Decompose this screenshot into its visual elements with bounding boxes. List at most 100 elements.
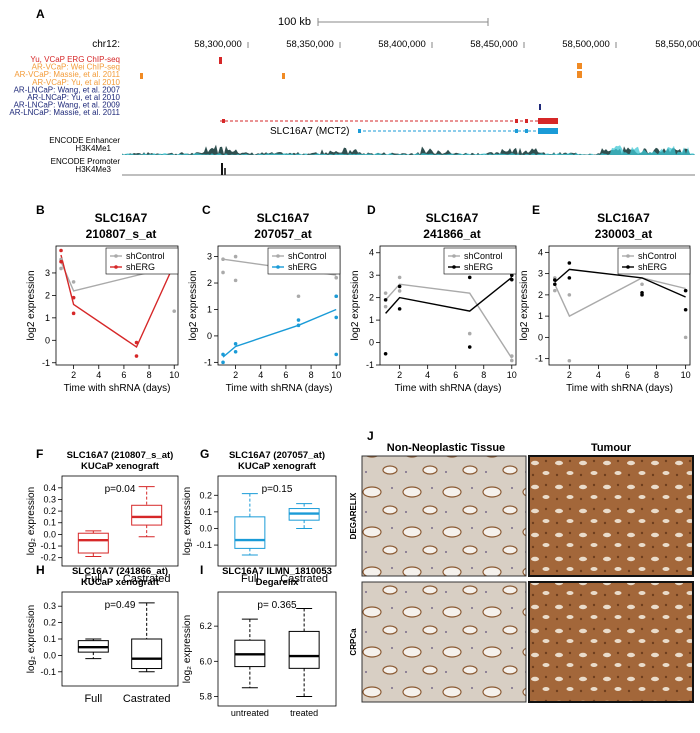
series-line-shcontrol: [554, 277, 686, 318]
y-tick-label: -0.1: [196, 540, 212, 550]
legend-label-shcontrol: shControl: [288, 251, 327, 261]
x-tick-label: 6: [121, 370, 126, 380]
chrom-label: chr12:: [92, 39, 120, 50]
p-value: p=0.49: [105, 600, 136, 611]
legend-marker-sherg: [626, 265, 630, 269]
data-point-sherg: [134, 340, 139, 345]
micrograph-degarelix-tumour: [528, 455, 694, 577]
panel-letter: D: [367, 203, 376, 217]
peak-ar-vcap-1: [140, 73, 143, 79]
y-tick-label: -0.1: [40, 541, 56, 551]
plot-frame: [379, 245, 517, 366]
coord-label: 58,350,000: [286, 39, 334, 50]
legend-marker-shcontrol: [276, 254, 280, 258]
x-tick-label: 8: [309, 370, 314, 380]
y-tick-label: 0: [207, 331, 212, 341]
y-tick-label: 2: [538, 290, 543, 300]
y-tick-label: -1: [204, 357, 212, 367]
panel-letter: E: [532, 203, 540, 217]
y-tick-label: 0: [369, 338, 374, 348]
data-point-sherg: [683, 288, 688, 293]
y-tick-label: -1: [42, 358, 50, 368]
data-point-sherg: [553, 282, 557, 287]
y-axis-label: log₂ expression: [182, 487, 193, 555]
peak-ar-vcap-3: [577, 63, 582, 69]
x-axis-label: Time with shRNA (days): [395, 383, 502, 394]
data-point-sherg: [233, 342, 238, 346]
x-axis-label: Time with shRNA (days): [226, 383, 333, 394]
data-point-sherg: [296, 318, 301, 322]
panel-letter-a: A: [36, 7, 45, 21]
p-value: p=0.04: [105, 484, 136, 495]
group-label: Castrated: [123, 573, 171, 585]
y-axis-label: log2 expression: [519, 270, 530, 340]
y-tick-label: 0.0: [43, 529, 56, 539]
data-point-sherg: [553, 278, 557, 282]
legend-marker-sherg: [114, 265, 118, 269]
data-point-shcontrol: [383, 304, 388, 309]
coord-label: 58,500,000: [562, 39, 610, 50]
p-value: p=0.15: [262, 484, 293, 495]
box-panel-g: G SLC16A7 (207057_at)KUCaP xenograft -0.1 0…: [182, 447, 337, 585]
col-label-non-neoplastic: Non-Neoplastic Tissue: [387, 442, 505, 454]
box-castrated: Castrated: [123, 486, 171, 585]
data-point-shcontrol: [334, 275, 339, 280]
y-tick-label: 0.3: [43, 494, 56, 504]
legend-box: [267, 247, 341, 275]
coord-label: 58,300,000: [194, 39, 242, 50]
panel-title-model: KUCaP xenograft: [238, 461, 317, 472]
x-tick-label: 8: [654, 370, 659, 380]
y-tick-label: 3: [538, 269, 543, 279]
panel-title-probe: SLC16A7 (207057_at): [229, 450, 325, 461]
box-iqr: [77, 532, 109, 554]
legend-label-shcontrol: shControl: [464, 251, 503, 261]
y-tick-label: 0.1: [199, 507, 212, 517]
panel-title-model: KUCaP xenograft: [81, 461, 160, 472]
y-tick-label: 3: [207, 252, 212, 262]
legend-box: [617, 247, 691, 275]
peak-erg: [219, 57, 222, 64]
data-point-sherg: [467, 275, 472, 280]
y-tick-label: 1: [207, 304, 212, 314]
data-point-sherg: [383, 351, 388, 356]
group-label: Full: [84, 573, 102, 585]
data-point-shcontrol: [221, 257, 225, 262]
panel-title-gene: SLC16A7: [426, 211, 479, 225]
legend-marker-shcontrol: [114, 254, 118, 258]
encode-enhancer-label: ENCODE Enhancer: [49, 136, 120, 145]
x-tick-label: 10: [507, 370, 517, 380]
y-tick-label: -1: [535, 354, 543, 364]
panel-title-probe: 210807_s_at: [86, 227, 157, 241]
group-label: untreated: [231, 708, 269, 718]
data-point-shcontrol: [172, 309, 177, 313]
data-point-sherg: [59, 248, 63, 253]
x-tick-label: 6: [453, 370, 458, 380]
plot-frame: [217, 591, 337, 707]
coord-label: 58,400,000: [378, 39, 426, 50]
box-castrated: Castrated: [280, 503, 328, 585]
plot-frame: [217, 245, 341, 366]
panel-letter-j: J: [367, 429, 374, 443]
data-point-shcontrol: [509, 358, 514, 363]
box-treated: treated: [288, 608, 320, 718]
panel-letter: F: [36, 447, 43, 461]
y-axis-label: log₂ expression: [26, 487, 37, 555]
data-point-shcontrol: [233, 254, 238, 259]
line-panel-e: E SLC16A7 230003_at -1 0 1 2 3 4 2 4 6 8 10 Time with …: [519, 203, 691, 394]
data-point-shcontrol: [59, 266, 63, 271]
y-tick-label: 2: [369, 293, 374, 303]
data-point-shcontrol: [233, 278, 238, 283]
series-line-sherg: [60, 254, 175, 349]
y-tick-label: 6.2: [199, 621, 212, 631]
data-point-sherg: [567, 276, 572, 280]
data-point-shcontrol: [553, 288, 557, 293]
x-tick-label: 6: [625, 370, 630, 380]
data-point-shcontrol: [683, 335, 688, 340]
panel-title-probe: 241866_at: [423, 227, 480, 241]
peak-ar-vcap-2: [282, 73, 285, 79]
track-label: AR-VCaP: Massie, et al. 2011: [14, 70, 120, 79]
panel-title-model: KUCaP xenograft: [81, 577, 160, 588]
series-line-sherg: [554, 268, 686, 298]
x-tick-label: 4: [258, 370, 263, 380]
